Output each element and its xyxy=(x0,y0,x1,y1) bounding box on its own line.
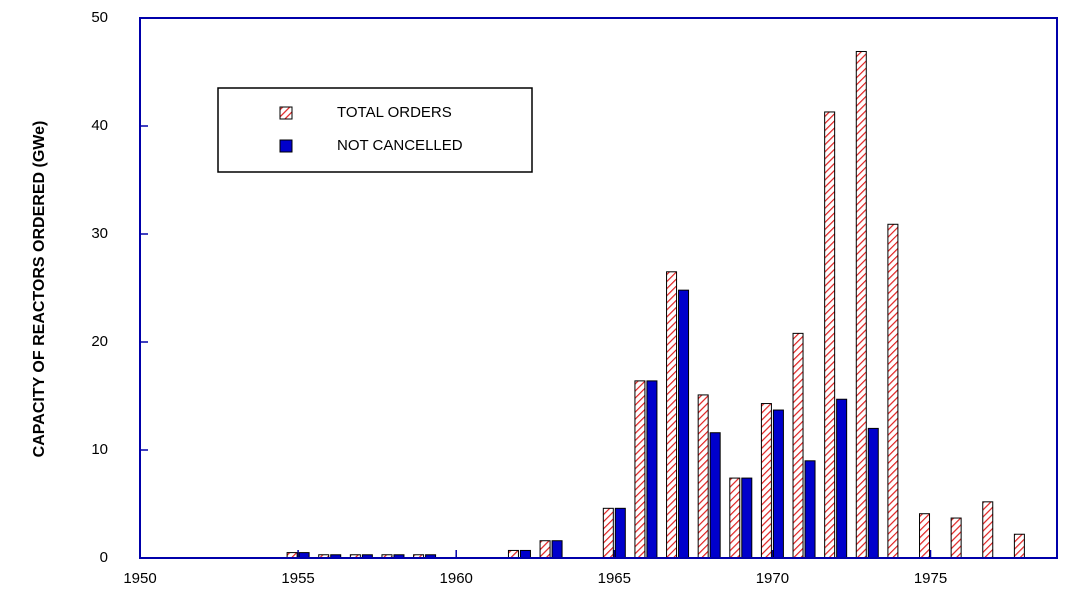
bar xyxy=(709,432,721,559)
plot-frame xyxy=(139,17,1058,559)
y-tick-label: 10 xyxy=(91,441,108,458)
legend-swatch xyxy=(279,106,293,120)
legend-box xyxy=(217,87,533,173)
y-tick-label: 50 xyxy=(91,9,108,26)
bar xyxy=(507,549,519,559)
bar xyxy=(551,540,563,559)
bar xyxy=(887,223,899,559)
bar xyxy=(519,549,531,559)
legend-label: NOT CANCELLED xyxy=(337,137,463,154)
bar xyxy=(666,271,678,559)
bar xyxy=(982,501,994,559)
y-tick-label: 40 xyxy=(91,117,108,134)
x-tick-label: 1955 xyxy=(281,570,314,587)
bar xyxy=(729,477,741,559)
legend: TOTAL ORDERS NOT CANCELLED xyxy=(217,87,533,173)
legend-label: TOTAL ORDERS xyxy=(337,104,452,121)
bar xyxy=(824,111,836,559)
y-tick-label: 30 xyxy=(91,225,108,242)
y-tick-label: 20 xyxy=(91,333,108,350)
bar xyxy=(760,403,772,559)
x-tick-label: 1970 xyxy=(756,570,789,587)
bar xyxy=(792,332,804,559)
bar xyxy=(836,398,848,559)
bar xyxy=(614,507,626,559)
x-tick-label: 1975 xyxy=(914,570,947,587)
bar xyxy=(772,409,784,559)
bar xyxy=(634,380,646,559)
bar xyxy=(539,540,551,559)
bar xyxy=(919,513,931,559)
x-tick-label: 1965 xyxy=(598,570,631,587)
legend-swatch xyxy=(279,139,293,153)
bar xyxy=(1013,533,1025,559)
bar xyxy=(697,394,709,559)
bar xyxy=(804,460,816,559)
bar xyxy=(867,427,879,559)
bar xyxy=(855,50,867,559)
bar xyxy=(678,289,690,559)
bar xyxy=(646,380,658,559)
bar xyxy=(602,507,614,559)
y-axis-label: CAPACITY OF REACTORS ORDERED (GWe) xyxy=(31,121,48,458)
x-tick-label: 1960 xyxy=(440,570,473,587)
y-tick-label: 0 xyxy=(100,549,108,566)
x-tick-label: 1950 xyxy=(123,570,156,587)
bar xyxy=(950,517,962,559)
bar xyxy=(741,477,753,559)
